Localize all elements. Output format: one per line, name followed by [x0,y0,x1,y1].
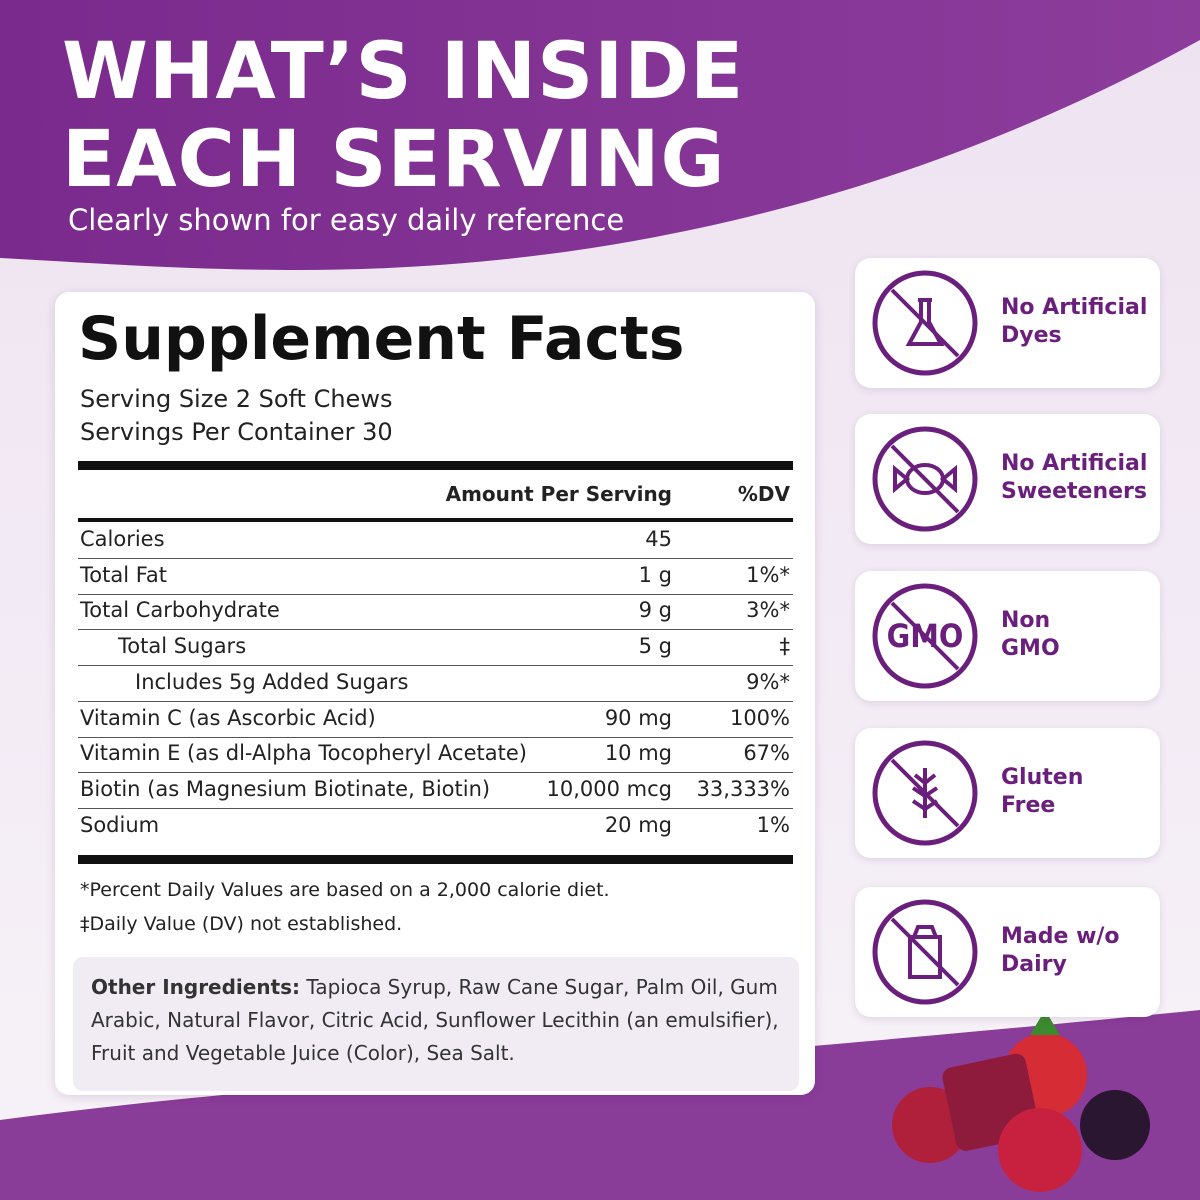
nutrient-name: Calories [80,527,165,551]
nutrient-name: Sodium [80,812,160,837]
nutrient-amount: 10 mg [604,741,672,766]
badge-label-line: Sweeteners [1001,479,1147,504]
badge-label: Made w/o Dairy [1001,923,1120,979]
nutrient-dv: 33,333% [696,776,790,801]
badge-label-line: Free [1001,793,1056,818]
nutrient-amount: 9 g [638,598,672,623]
nutrient-name: Biotin (as Magnesium Biotinate, Biotin) [80,776,491,801]
column-header: %DV [737,482,790,506]
badge-label-line: GMO [1001,636,1060,661]
nutrient-amount: 90 mg [604,705,672,730]
column-header: Amount Per Serving [445,482,672,506]
serving-size: Serving Size 2 Soft Chews [80,385,393,413]
badge-icon [872,899,978,1005]
badge-label-line: Made w/o [1001,924,1120,949]
divider [78,855,793,864]
badge-label: No Artificial Sweeteners [1001,450,1147,506]
nutrient-name: Total Fat [80,562,167,587]
nutrient-amount: 10,000 mcg [546,776,673,801]
badge: No Artificial Sweeteners [855,414,1160,544]
title: WHAT’S INSIDE EACH SERVING [62,28,744,204]
badge-label-line: Dyes [1001,323,1062,348]
badge-label-line: Gluten [1001,765,1084,790]
row-line [78,558,793,559]
berries [892,1010,1150,1192]
badge-icon: GMO [872,583,978,689]
footnote: *Percent Daily Values are based on a 2,0… [80,879,610,901]
nutrient-dv: 1%* [746,562,790,587]
badge: GMO Non GMO [855,571,1160,701]
ingredients-label: Other Ingredients: [91,975,301,999]
row-line [78,772,793,774]
badge-icon [872,740,978,846]
nutrient-name: Vitamin E (as dl-Alpha Tocopheryl Acetat… [80,741,527,766]
badge-label-line: No Artificial [1001,451,1148,476]
badge-label-line: Non [1001,608,1051,633]
nutrient-dv: 3%* [746,598,790,623]
badge-label: Non GMO [1001,607,1060,663]
nutrient-dv: 100% [729,705,790,730]
servings-per-container: Servings Per Container 30 [80,418,393,446]
nutrient-dv: 1% [756,812,790,837]
badge-icon [872,270,978,376]
row-line [78,807,793,809]
badge-label-line: Dairy [1001,952,1067,977]
nutrient-amount: 5 g [638,634,672,659]
badge-label: Gluten Free [1001,764,1083,820]
nutrient-amount: 1 g [638,562,672,587]
title-line: WHAT’S INSIDE [62,27,745,117]
row-line [78,665,793,667]
badge: Made w/o Dairy [855,887,1160,1017]
badge-icon [872,426,978,532]
other-ingredients: Other Ingredients: Tapioca Syrup, Raw Ca… [73,957,799,1091]
badge: No Artificial Dyes [855,258,1160,388]
nutrient-dv: 9%* [746,669,790,694]
nutrient-amount: 20 mg [604,812,672,837]
row-line [78,629,793,631]
badge-label-line: No Artificial [1001,295,1148,320]
row-line [78,700,793,702]
nutrient-name: Total Carbohydrate [80,598,280,623]
title-line: EACH SERVING [62,115,726,205]
divider [78,461,793,470]
facts-title: Supplement Facts [78,304,685,374]
nutrient-amount: 45 [645,527,672,551]
nutrient-dv: 67% [743,741,790,766]
nutrient-name: Includes 5g Added Sugars [135,669,409,694]
subtitle: Clearly shown for easy daily reference [68,203,625,237]
badge: Gluten Free [855,728,1160,858]
footnote: ‡Daily Value (DV) not established. [80,913,403,935]
ingredients-text: Tapioca Syrup, Raw Cane Sugar, Palm Oil,… [91,975,779,1065]
row-line [78,736,793,738]
row-line [78,593,793,595]
nutrient-dv: ‡ [779,634,791,659]
divider [78,518,793,522]
facts-card: Supplement Facts Serving Size 2 Soft Che… [55,292,815,1095]
badge-label: No Artificial Dyes [1001,294,1147,350]
nutrient-name: Vitamin C (as Ascorbic Acid) [80,705,376,730]
nutrient-name: Total Sugars [118,634,247,659]
